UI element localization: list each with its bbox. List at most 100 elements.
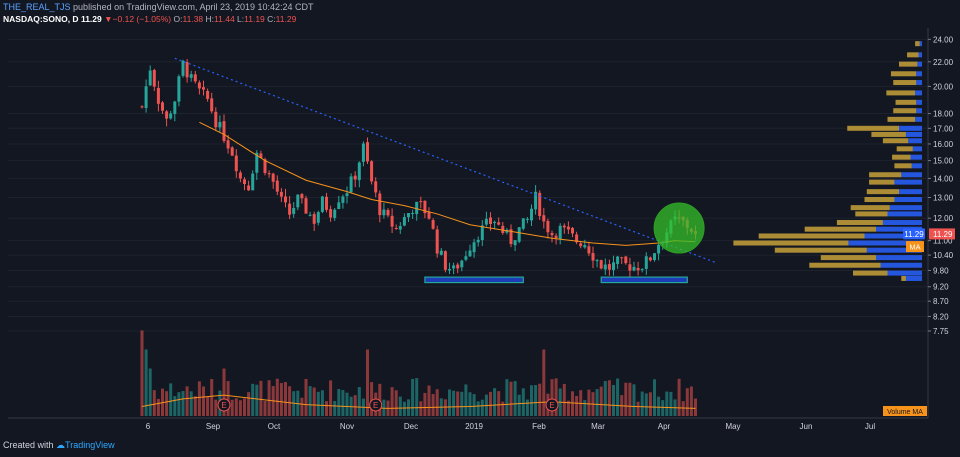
candle-body	[587, 246, 591, 254]
candle-body	[329, 209, 333, 218]
tradingview-logo-icon[interactable]: ☁	[56, 440, 66, 450]
volume-bar	[571, 391, 574, 416]
candle-body	[275, 180, 279, 192]
volume-bar	[300, 397, 304, 416]
trendline[interactable]	[174, 57, 717, 264]
volume-profile-down-bar	[847, 125, 899, 131]
volume-bar	[247, 392, 251, 416]
highlight-circle[interactable]	[653, 202, 705, 254]
candle-body	[296, 194, 300, 208]
volume-bar	[657, 396, 661, 416]
candle-body	[644, 256, 648, 269]
candle-body	[308, 214, 312, 216]
volume-bar	[202, 386, 205, 416]
volume-bar	[329, 380, 333, 416]
candle-body	[345, 193, 349, 197]
volume-bar	[653, 379, 656, 416]
support-zone[interactable]	[600, 276, 688, 284]
candle-body	[169, 113, 173, 119]
volume-profile-down-bar	[896, 146, 913, 152]
footer: Created with ☁TradingView	[3, 440, 115, 451]
candle-body	[423, 200, 427, 214]
earnings-marker[interactable]	[217, 398, 231, 412]
candle-body	[542, 215, 546, 222]
tradingview-brand[interactable]: TradingView	[65, 440, 115, 450]
volume-bar	[357, 387, 361, 416]
candle-body	[636, 268, 640, 271]
volume-bar	[230, 399, 234, 416]
support-zone[interactable]	[424, 276, 524, 284]
volume-profile-down-bar	[855, 211, 888, 217]
volume-profile-down-bar	[893, 108, 917, 114]
volume-bar	[279, 383, 283, 416]
volume-bar	[554, 378, 558, 416]
candle-body	[189, 74, 193, 78]
volume-bar	[513, 381, 517, 416]
volume-bar	[173, 396, 177, 416]
volume-profile-up-bar	[905, 131, 922, 137]
volume-bar	[612, 384, 615, 416]
volume-bar	[624, 382, 628, 416]
time-tick-label: Mar	[591, 422, 605, 431]
candle-body	[575, 234, 579, 243]
last-price-axis-badge	[929, 228, 955, 240]
time-tick-label: Sep	[206, 422, 221, 431]
volume-profile-up-bar	[876, 226, 922, 232]
volume-bar	[566, 400, 570, 416]
volume-profile-down-bar	[895, 99, 917, 105]
volume-bar	[550, 379, 554, 416]
volume-profile-up-bar	[848, 240, 922, 246]
price-tick-label: 22.00	[933, 58, 954, 67]
candle-body	[402, 217, 406, 226]
time-tick-label: Jun	[800, 422, 813, 431]
ohlc-line: NASDAQ:SONO, D 11.29 ▼−0.12 (−1.05%) O:1…	[3, 14, 296, 24]
volume-profile-up-bar	[882, 220, 922, 226]
author-name[interactable]: THE_REAL_TJS	[3, 2, 71, 12]
volume-bar	[538, 383, 542, 416]
volume-bar	[448, 389, 451, 416]
volume-profile-down-bar	[892, 154, 911, 160]
volume-bar	[525, 399, 529, 416]
candle-body	[546, 220, 550, 233]
candle-body	[579, 243, 583, 247]
candle-body	[349, 176, 353, 193]
volume-profile-up-bar	[901, 172, 922, 178]
time-tick-label: Apr	[658, 422, 671, 431]
volume-bar	[419, 401, 423, 416]
time-tick-label: May	[725, 422, 740, 431]
volume-bar	[177, 392, 181, 416]
volume-bar	[394, 390, 398, 416]
volume-bar	[665, 391, 669, 416]
volume-bar	[353, 395, 357, 416]
volume-bar	[243, 398, 246, 416]
publish-line: THE_REAL_TJS published on TradingView.co…	[3, 2, 314, 12]
candle-body	[394, 228, 398, 230]
symbol-label[interactable]: NASDAQ:SONO, D	[3, 14, 79, 24]
volume-bar	[398, 396, 402, 416]
candle-body	[173, 101, 177, 114]
volume-bar	[575, 395, 579, 416]
last-price-badge	[903, 228, 925, 240]
volume-bar	[521, 388, 525, 416]
candle-body	[214, 111, 218, 128]
volume-profile-down-bar	[893, 80, 917, 86]
candle-body	[509, 229, 513, 245]
plot-area[interactable]	[0, 28, 928, 416]
earnings-marker[interactable]	[545, 398, 559, 412]
candle-body	[165, 111, 169, 119]
volume-bar	[476, 401, 480, 416]
volume-bar	[284, 382, 287, 416]
candle-body	[534, 191, 538, 210]
volume-profile-down-bar	[871, 131, 906, 137]
price-tick-label: 7.75	[933, 327, 949, 336]
earnings-marker[interactable]	[369, 398, 383, 412]
candle-body	[140, 106, 144, 108]
candle-body	[653, 253, 656, 260]
volume-bar	[603, 381, 607, 416]
volume-bar	[320, 390, 324, 416]
candle-body	[271, 173, 275, 182]
price-tick-label: 10.40	[933, 251, 954, 260]
candle-body	[255, 152, 259, 173]
volume-profile-up-bar	[919, 41, 922, 47]
